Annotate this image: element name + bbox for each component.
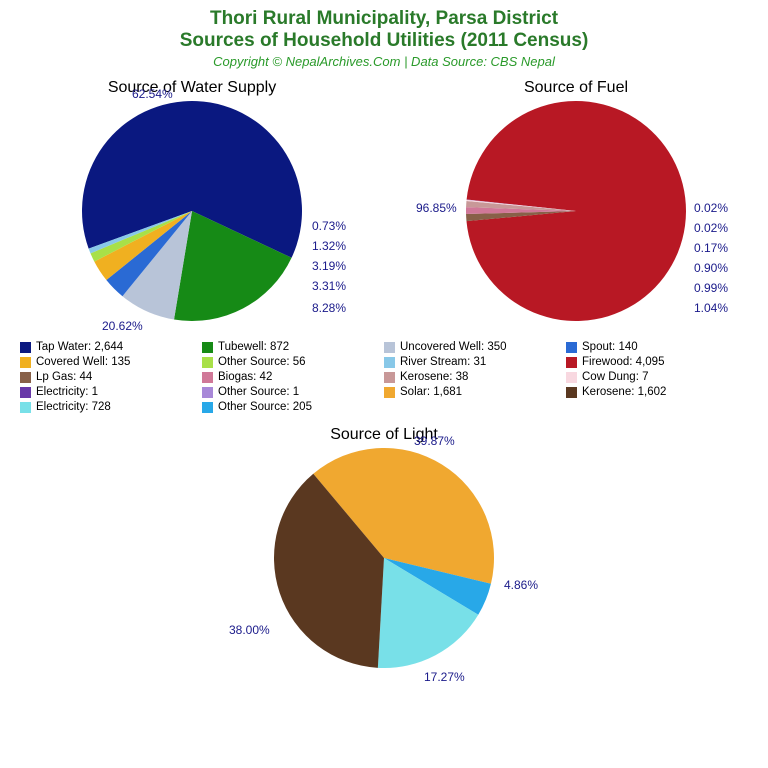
legend-label: Electricity: 728 bbox=[36, 401, 111, 413]
legend-item: Tap Water: 2,644 bbox=[20, 341, 202, 353]
legend-label: Cow Dung: 7 bbox=[582, 371, 648, 383]
pct-label: 62.54% bbox=[132, 87, 173, 101]
pct-label: 39.87% bbox=[414, 434, 455, 448]
legend-label: Other Source: 56 bbox=[218, 356, 306, 368]
title-line-2: Sources of Household Utilities (2011 Cen… bbox=[0, 30, 768, 52]
legend-swatch bbox=[202, 387, 213, 398]
legend-swatch bbox=[20, 372, 31, 383]
legend-swatch bbox=[384, 372, 395, 383]
water-chart-container: Source of Water Supply 62.54%20.62%8.28%… bbox=[7, 79, 377, 321]
combined-legend: Tap Water: 2,644 Tubewell: 872 Uncovered W… bbox=[20, 341, 748, 416]
legend-item: Uncovered Well: 350 bbox=[384, 341, 566, 353]
legend-label: Tap Water: 2,644 bbox=[36, 341, 123, 353]
pct-label: 1.04% bbox=[694, 301, 728, 315]
copyright-text: Copyright © NepalArchives.Com | Data Sou… bbox=[0, 54, 768, 69]
legend-swatch bbox=[384, 342, 395, 353]
legend-label: Firewood: 4,095 bbox=[582, 356, 664, 368]
legend-item: Spout: 140 bbox=[566, 341, 748, 353]
legend-item: Covered Well: 135 bbox=[20, 356, 202, 368]
legend-label: Covered Well: 135 bbox=[36, 356, 130, 368]
legend-swatch bbox=[202, 342, 213, 353]
legend-label: Kerosene: 38 bbox=[400, 371, 468, 383]
legend-label: Uncovered Well: 350 bbox=[400, 341, 507, 353]
legend-label: Tubewell: 872 bbox=[218, 341, 289, 353]
legend-swatch bbox=[20, 402, 31, 413]
legend-label: Lp Gas: 44 bbox=[36, 371, 92, 383]
water-pie: 62.54%20.62%8.28%3.31%3.19%1.32%0.73% bbox=[82, 101, 302, 321]
legend-item: Kerosene: 38 bbox=[384, 371, 566, 383]
legend-item: Lp Gas: 44 bbox=[20, 371, 202, 383]
legend-swatch bbox=[202, 372, 213, 383]
pct-label: 96.85% bbox=[416, 201, 457, 215]
fuel-chart-container: Source of Fuel 96.85%0.02%0.02%0.17%0.90… bbox=[391, 79, 761, 321]
legend-label: Other Source: 1 bbox=[218, 386, 299, 398]
title-line-1: Thori Rural Municipality, Parsa District bbox=[0, 0, 768, 30]
legend-label: River Stream: 31 bbox=[400, 356, 486, 368]
fuel-chart-title: Source of Fuel bbox=[391, 79, 761, 97]
legend-item: Tubewell: 872 bbox=[202, 341, 384, 353]
legend-item: Firewood: 4,095 bbox=[566, 356, 748, 368]
light-chart-title: Source of Light bbox=[199, 426, 569, 444]
pct-label: 3.19% bbox=[312, 259, 346, 273]
pct-label: 0.73% bbox=[312, 219, 346, 233]
legend-label: Other Source: 205 bbox=[218, 401, 312, 413]
legend-swatch bbox=[202, 402, 213, 413]
legend-label: Biogas: 42 bbox=[218, 371, 272, 383]
pct-label: 0.90% bbox=[694, 261, 728, 275]
pct-label: 1.32% bbox=[312, 239, 346, 253]
legend-item: Electricity: 728 bbox=[20, 401, 202, 413]
legend-swatch bbox=[566, 372, 577, 383]
legend-swatch bbox=[566, 342, 577, 353]
legend-item: Cow Dung: 7 bbox=[566, 371, 748, 383]
legend-item: Biogas: 42 bbox=[202, 371, 384, 383]
pct-label: 20.62% bbox=[102, 319, 143, 333]
pct-label: 38.00% bbox=[229, 623, 270, 637]
legend-item: Other Source: 1 bbox=[202, 386, 384, 398]
water-chart-title: Source of Water Supply bbox=[7, 79, 377, 97]
legend-swatch bbox=[384, 387, 395, 398]
legend-item: Other Source: 56 bbox=[202, 356, 384, 368]
light-chart-container: Source of Light 39.87%4.86%17.27%38.00% bbox=[199, 426, 569, 668]
fuel-pie: 96.85%0.02%0.02%0.17%0.90%0.99%1.04% bbox=[466, 101, 686, 321]
legend-label: Solar: 1,681 bbox=[400, 386, 462, 398]
legend-label: Electricity: 1 bbox=[36, 386, 98, 398]
top-charts-row: Source of Water Supply 62.54%20.62%8.28%… bbox=[0, 79, 768, 321]
legend-item: River Stream: 31 bbox=[384, 356, 566, 368]
legend-swatch bbox=[20, 342, 31, 353]
legend-swatch bbox=[384, 357, 395, 368]
legend-item: Kerosene: 1,602 bbox=[566, 386, 748, 398]
light-pie: 39.87%4.86%17.27%38.00% bbox=[274, 448, 494, 668]
legend-swatch bbox=[566, 357, 577, 368]
legend-item: Solar: 1,681 bbox=[384, 386, 566, 398]
pct-label: 8.28% bbox=[312, 301, 346, 315]
pct-label: 0.99% bbox=[694, 281, 728, 295]
legend-item: Other Source: 205 bbox=[202, 401, 384, 413]
pct-label: 17.27% bbox=[424, 670, 465, 684]
legend-swatch bbox=[20, 357, 31, 368]
legend-swatch bbox=[566, 387, 577, 398]
pct-label: 4.86% bbox=[504, 578, 538, 592]
pct-label: 0.02% bbox=[694, 201, 728, 215]
legend-item: Electricity: 1 bbox=[20, 386, 202, 398]
pct-label: 0.02% bbox=[694, 221, 728, 235]
pct-label: 0.17% bbox=[694, 241, 728, 255]
legend-swatch bbox=[20, 387, 31, 398]
pct-label: 3.31% bbox=[312, 279, 346, 293]
legend-label: Spout: 140 bbox=[582, 341, 638, 353]
legend-swatch bbox=[202, 357, 213, 368]
legend-label: Kerosene: 1,602 bbox=[582, 386, 666, 398]
